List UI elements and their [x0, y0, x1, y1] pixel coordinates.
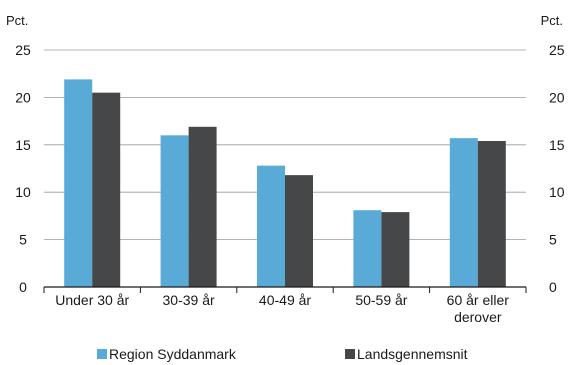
y-tick-label-left: 20	[15, 89, 31, 105]
legend-swatch	[97, 349, 107, 359]
x-tick-label: 40-49 år	[259, 292, 311, 308]
bar-region-syddanmark	[257, 165, 285, 287]
y-tick-label-right: 15	[549, 137, 565, 153]
y-tick-label-right: 5	[549, 232, 557, 248]
x-tick-label: 50-59 år	[355, 292, 407, 308]
bar-series	[64, 79, 506, 288]
y-tick-label-right: 25	[549, 42, 565, 58]
bar-region-syddanmark	[353, 210, 382, 287]
x-tick-label: 30-39 år	[163, 292, 215, 308]
y-tick-label-right: 20	[549, 89, 565, 105]
y-axis-left: 0 5 10 15 20 25	[15, 42, 31, 295]
bar-landsgennemsnit	[92, 92, 121, 287]
y-tick-label-right: 10	[549, 184, 565, 200]
y-axis-right: 0 5 10 15 20 25	[549, 42, 565, 295]
bar-landsgennemsnit	[477, 141, 506, 287]
bar-landsgennemsnit	[188, 126, 217, 288]
y-tick-label-left: 5	[19, 232, 27, 248]
gridlines	[44, 49, 526, 241]
legend: Region Syddanmark Landsgennemsnit	[97, 346, 468, 362]
legend-label: Landsgennemsnit	[357, 346, 468, 362]
y-tick-label-left: 25	[15, 42, 31, 58]
bar-landsgennemsnit	[285, 175, 313, 287]
legend-swatch	[345, 349, 355, 359]
x-tick-label: Under 30 år	[55, 292, 129, 308]
x-tick-label: derover	[454, 309, 502, 325]
y-tick-label-left: 15	[15, 137, 31, 153]
y-tick-label-right: 0	[549, 279, 557, 295]
legend-label: Region Syddanmark	[109, 346, 237, 362]
x-tick-label: 60 år eller	[447, 292, 510, 308]
bar-region-syddanmark	[64, 79, 93, 287]
y-axis-unit-right: Pct.	[541, 13, 563, 28]
y-tick-label-left: 10	[15, 184, 31, 200]
x-axis: Under 30 år 30-39 år 40-49 år 50-59 år 60 år…	[43, 287, 527, 325]
bar-region-syddanmark	[160, 135, 189, 287]
y-axis-unit-left: Pct.	[6, 13, 28, 28]
bar-region-syddanmark	[449, 138, 478, 287]
y-tick-label-left: 0	[19, 279, 27, 295]
bar-landsgennemsnit	[381, 212, 410, 287]
